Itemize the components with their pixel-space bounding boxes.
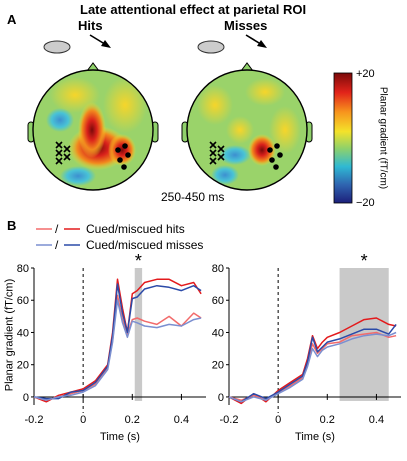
x-tick-label: 0.2 [125, 414, 140, 426]
y-tick-label: 20 [212, 360, 224, 372]
series-line [33, 294, 202, 401]
panel-b-label: B [7, 218, 17, 233]
y-tick-label: 60 [17, 295, 29, 307]
series-line [33, 299, 202, 401]
significance-marker: * [361, 251, 368, 271]
x-tick-label: 0.4 [369, 414, 384, 426]
x-tick-label: -0.2 [220, 414, 239, 426]
x-tick-label: 0.4 [174, 414, 189, 426]
topomap-hits [27, 62, 159, 191]
time-window-label: 250-450 ms [161, 190, 225, 204]
figure-title: Late attentional effect at parietal ROI [80, 2, 307, 17]
y-tick-label: 40 [212, 327, 224, 339]
x-tick-label: -0.2 [25, 414, 44, 426]
series-line [228, 323, 397, 403]
misses-label: Misses [224, 18, 268, 33]
svg-text:/: / [55, 222, 59, 236]
gaze-arrow-right-icon [197, 34, 267, 54]
svg-text:/: / [55, 238, 59, 252]
panel-a-label: A [7, 12, 17, 27]
x-axis-label: Time (s) [100, 431, 140, 443]
x-axis-label: Time (s) [295, 431, 335, 443]
y-tick-label: 0 [218, 392, 224, 404]
series-line [228, 317, 397, 405]
y-tick-label: 60 [212, 295, 224, 307]
y-tick-label: 80 [17, 263, 29, 275]
y-tick-label: 40 [17, 327, 29, 339]
series-line [33, 283, 202, 400]
colorbar-min-label: −20 [356, 197, 375, 209]
y-tick-label: 0 [23, 392, 29, 404]
topomap-misses [181, 62, 313, 191]
significance-window [134, 268, 143, 401]
legend-hits-label: Cued/miscued hits [86, 222, 185, 236]
y-tick-label: 80 [212, 263, 224, 275]
gaze-arrow-left-icon [43, 34, 111, 54]
colorbar [333, 72, 353, 204]
x-tick-label: 0.2 [320, 414, 335, 426]
x-tick-label: 0 [80, 414, 86, 426]
colorbar-max-label: +20 [356, 68, 375, 80]
series-line [228, 331, 397, 403]
x-tick-label: 0 [275, 414, 281, 426]
significance-marker: * [135, 251, 142, 271]
legend-misses-label: Cued/miscued misses [86, 238, 204, 252]
hits-label: Hits [78, 18, 103, 33]
y-tick-label: 20 [17, 360, 29, 372]
